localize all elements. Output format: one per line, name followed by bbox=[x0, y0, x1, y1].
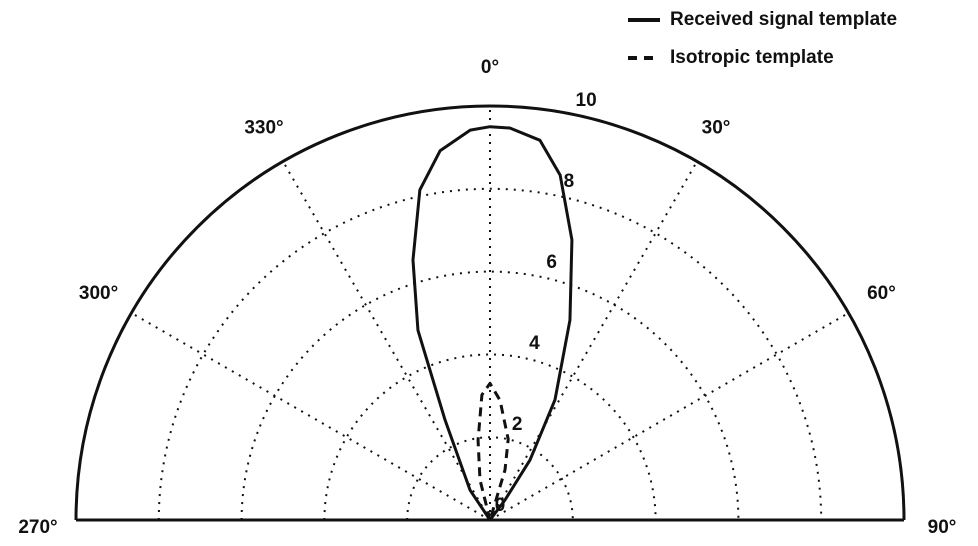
legend-label: Isotropic template bbox=[670, 47, 834, 68]
grid-circle bbox=[323, 353, 657, 521]
theta-tick-label: 330° bbox=[244, 118, 283, 139]
grid-circle bbox=[240, 270, 740, 521]
r-tick-label: 6 bbox=[546, 252, 557, 273]
grid-spoke bbox=[130, 312, 491, 521]
theta-tick-label: 30° bbox=[702, 118, 731, 139]
outer-circle bbox=[74, 104, 906, 521]
grid-spoke bbox=[489, 312, 850, 521]
r-tick-label: 8 bbox=[564, 171, 575, 192]
theta-tick-label: 270° bbox=[18, 517, 57, 538]
theta-tick-label: 60° bbox=[867, 283, 896, 304]
r-tick-label: 10 bbox=[576, 90, 597, 111]
series-line bbox=[476, 381, 510, 521]
r-tick-label: 4 bbox=[529, 333, 540, 354]
grid-spoke bbox=[489, 160, 698, 521]
grid-circle bbox=[157, 187, 823, 521]
theta-tick-label: 90° bbox=[928, 517, 957, 538]
series-line bbox=[411, 125, 574, 521]
theta-tick-label: 300° bbox=[79, 283, 118, 304]
r-tick-label: 2 bbox=[512, 414, 523, 435]
grid-spoke bbox=[282, 160, 491, 521]
theta-tick-label: 0° bbox=[481, 57, 499, 78]
grid-circle bbox=[406, 436, 574, 521]
legend-label: Received signal template bbox=[670, 9, 897, 30]
